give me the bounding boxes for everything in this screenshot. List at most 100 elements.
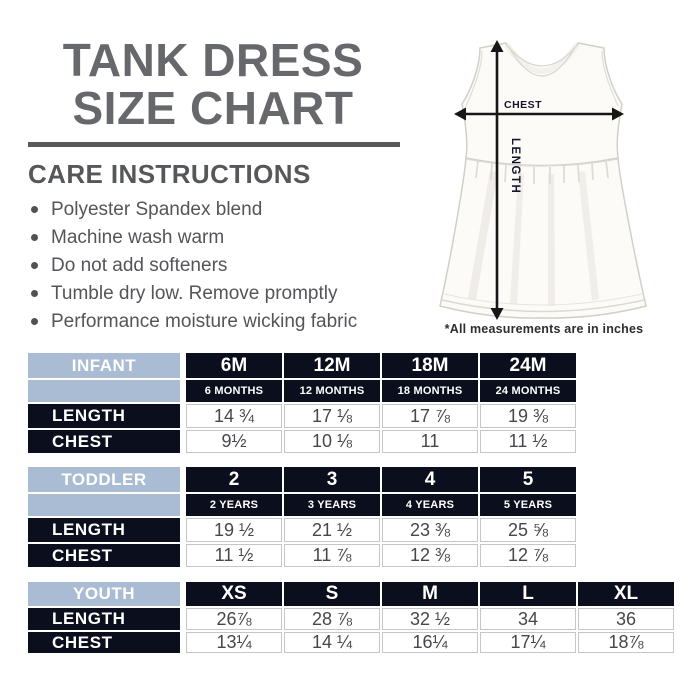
size-column-header: 5 — [480, 467, 576, 492]
table-subheader-row: 2 YEARS 3 YEARS 4 YEARS 5 YEARS — [28, 494, 576, 516]
table-subheader-row: 6 MONTHS 12 MONTHS 18 MONTHS 24 MONTHS — [28, 380, 576, 402]
bullet-icon — [31, 206, 38, 213]
row-label: CHEST — [28, 632, 180, 653]
bullet-icon — [31, 234, 38, 241]
page-title-line1: TANK DRESS — [62, 34, 364, 86]
list-item: Performance moisture wicking fabric — [31, 311, 421, 339]
measurement-value: 21 ½ — [284, 518, 380, 542]
size-column-header: S — [284, 582, 380, 606]
measurement-value: 12 ⅞ — [480, 544, 576, 567]
table-group-spacer — [28, 380, 180, 402]
size-subheader: 6 MONTHS — [186, 380, 282, 402]
measurement-value: 23 ⅜ — [382, 518, 478, 542]
measurement-value: 17 ⅞ — [382, 404, 478, 428]
size-subheader: 24 MONTHS — [480, 380, 576, 402]
chest-label: CHEST — [504, 99, 542, 111]
measurement-value: 25 ⅝ — [480, 518, 576, 542]
measurement-value: 11 ⅞ — [284, 544, 380, 567]
youth-size-table: YOUTH XS S M L XL LENGTH 26⅞ 28 ⅞ 32 ½ 3… — [28, 582, 674, 655]
infant-size-table: INFANT 6M 12M 18M 24M 6 MONTHS 12 MONTHS… — [28, 353, 576, 455]
dress-illustration: CHEST LENGTH — [439, 40, 647, 320]
measurement-value: 32 ½ — [382, 608, 478, 630]
table-group-header: INFANT — [28, 353, 180, 378]
table-header-row: TODDLER 2 3 4 5 — [28, 467, 576, 492]
measurement-value: 19 ⅜ — [480, 404, 576, 428]
size-column-header: 12M — [284, 353, 380, 378]
size-subheader: 5 YEARS — [480, 494, 576, 516]
measurement-value: 14 ¼ — [284, 632, 380, 653]
size-column-header: 6M — [186, 353, 282, 378]
size-subheader: 18 MONTHS — [382, 380, 478, 402]
size-column-header: 18M — [382, 353, 478, 378]
bullet-icon — [31, 262, 38, 269]
size-column-header: M — [382, 582, 478, 606]
measurement-value: 16¼ — [382, 632, 478, 653]
table-group-spacer — [28, 494, 180, 516]
size-column-header: L — [480, 582, 576, 606]
measurement-value: 10 ⅛ — [284, 430, 380, 453]
row-label: CHEST — [28, 544, 180, 567]
table-group-header: YOUTH — [28, 582, 180, 606]
bullet-icon — [31, 318, 38, 325]
list-item: Polyester Spandex blend — [31, 199, 421, 227]
measurement-value: 11 — [382, 430, 478, 453]
measurement-value: 11 ½ — [480, 430, 576, 453]
row-label: CHEST — [28, 430, 180, 453]
toddler-size-table: TODDLER 2 3 4 5 2 YEARS 3 YEARS 4 YEARS … — [28, 467, 576, 569]
size-column-header: 4 — [382, 467, 478, 492]
size-column-header: 3 — [284, 467, 380, 492]
care-item-text: Tumble dry low. Remove promptly — [51, 283, 338, 304]
size-subheader: 2 YEARS — [186, 494, 282, 516]
measurement-value: 12 ⅜ — [382, 544, 478, 567]
measurement-value: 9½ — [186, 430, 282, 453]
care-item-text: Do not add softeners — [51, 255, 228, 276]
measurement-value: 19 ½ — [186, 518, 282, 542]
row-label: LENGTH — [28, 608, 180, 630]
page-title-line2: SIZE CHART — [72, 82, 354, 134]
care-item-text: Polyester Spandex blend — [51, 199, 263, 220]
measurement-value: 26⅞ — [186, 608, 282, 630]
measurement-value: 18⅞ — [578, 632, 674, 653]
measurement-value: 28 ⅞ — [284, 608, 380, 630]
list-item: Do not add softeners — [31, 255, 421, 283]
care-instructions-heading: CARE INSTRUCTIONS — [28, 159, 311, 189]
title-divider — [28, 142, 400, 147]
measurement-value: 13¼ — [186, 632, 282, 653]
size-column-header: 24M — [480, 353, 576, 378]
measurement-value: 17¼ — [480, 632, 576, 653]
measurement-value: 14 ¾ — [186, 404, 282, 428]
table-row: LENGTH 26⅞ 28 ⅞ 32 ½ 34 36 — [28, 608, 674, 630]
care-item-text: Machine wash warm — [51, 227, 225, 248]
table-row: LENGTH 19 ½ 21 ½ 23 ⅜ 25 ⅝ — [28, 518, 576, 542]
care-instructions-list: Polyester Spandex blend Machine wash war… — [31, 199, 421, 339]
length-label: LENGTH — [509, 138, 521, 194]
size-subheader: 3 YEARS — [284, 494, 380, 516]
page-title: TANK DRESS SIZE CHART — [22, 36, 404, 132]
table-header-row: YOUTH XS S M L XL — [28, 582, 674, 606]
table-group-header: TODDLER — [28, 467, 180, 492]
list-item: Tumble dry low. Remove promptly — [31, 283, 421, 311]
measurement-value: 11 ½ — [186, 544, 282, 567]
measurements-caption: *All measurements are in inches — [444, 322, 644, 336]
table-row: CHEST 9½ 10 ⅛ 11 11 ½ — [28, 430, 576, 453]
row-label: LENGTH — [28, 404, 180, 428]
size-subheader: 12 MONTHS — [284, 380, 380, 402]
table-row: CHEST 13¼ 14 ¼ 16¼ 17¼ 18⅞ — [28, 632, 674, 653]
size-column-header: 2 — [186, 467, 282, 492]
chest-arrow — [454, 107, 624, 121]
list-item: Machine wash warm — [31, 227, 421, 255]
table-header-row: INFANT 6M 12M 18M 24M — [28, 353, 576, 378]
size-column-header: XL — [578, 582, 674, 606]
measurement-value: 17 ⅛ — [284, 404, 380, 428]
bullet-icon — [31, 290, 38, 297]
table-row: LENGTH 14 ¾ 17 ⅛ 17 ⅞ 19 ⅜ — [28, 404, 576, 428]
care-item-text: Performance moisture wicking fabric — [51, 311, 358, 332]
measurement-value: 34 — [480, 608, 576, 630]
measurement-value: 36 — [578, 608, 674, 630]
size-subheader: 4 YEARS — [382, 494, 478, 516]
size-column-header: XS — [186, 582, 282, 606]
table-row: CHEST 11 ½ 11 ⅞ 12 ⅜ 12 ⅞ — [28, 544, 576, 567]
row-label: LENGTH — [28, 518, 180, 542]
length-arrow — [490, 40, 504, 320]
